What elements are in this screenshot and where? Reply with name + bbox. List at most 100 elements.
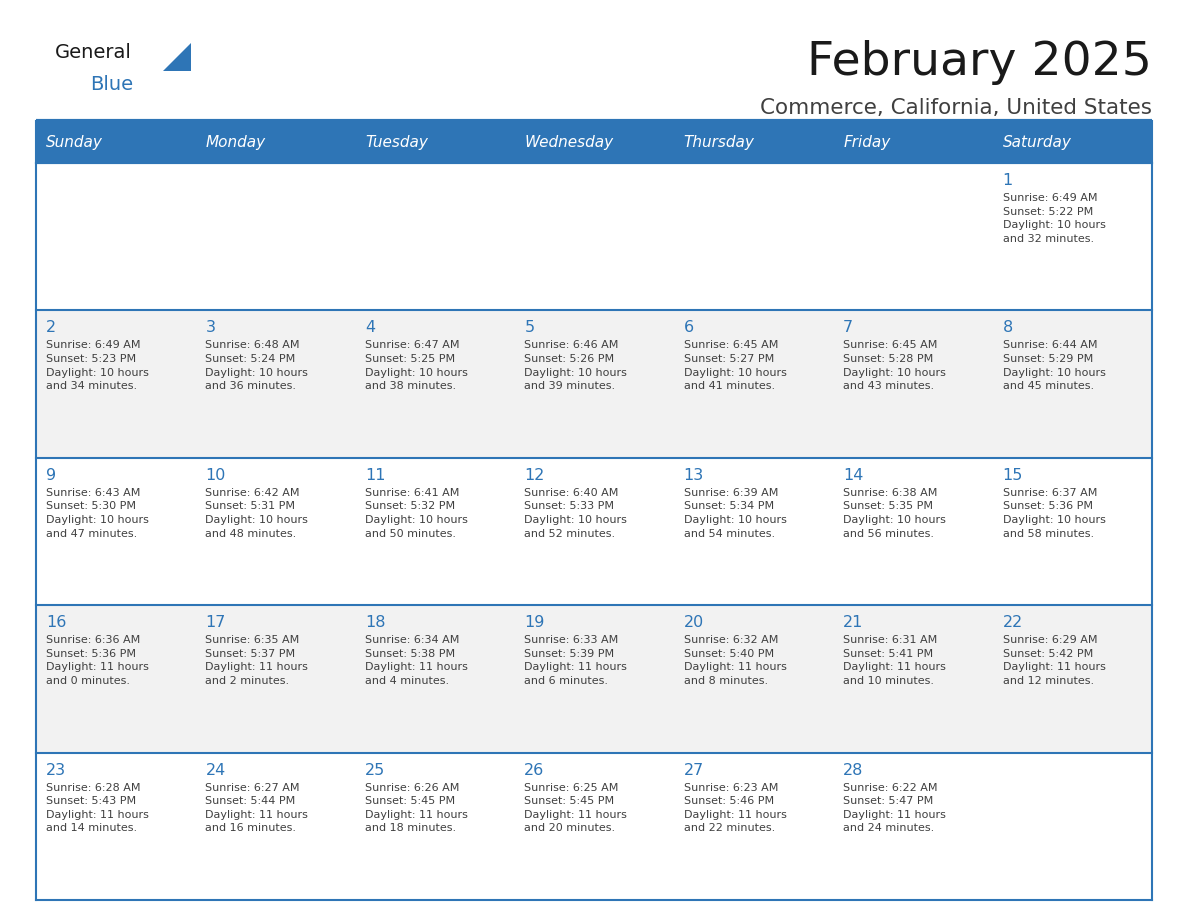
Text: Sunrise: 6:49 AM
Sunset: 5:23 PM
Daylight: 10 hours
and 34 minutes.: Sunrise: 6:49 AM Sunset: 5:23 PM Dayligh… bbox=[46, 341, 148, 391]
Text: Sunday: Sunday bbox=[46, 135, 103, 150]
Text: Sunrise: 6:40 AM
Sunset: 5:33 PM
Daylight: 10 hours
and 52 minutes.: Sunrise: 6:40 AM Sunset: 5:33 PM Dayligh… bbox=[524, 487, 627, 539]
Bar bbox=[36, 121, 196, 163]
Text: Sunrise: 6:43 AM
Sunset: 5:30 PM
Daylight: 10 hours
and 47 minutes.: Sunrise: 6:43 AM Sunset: 5:30 PM Dayligh… bbox=[46, 487, 148, 539]
Bar bbox=[674, 458, 833, 605]
Bar bbox=[36, 753, 196, 900]
Bar bbox=[36, 163, 196, 310]
Bar bbox=[355, 163, 514, 310]
Text: 16: 16 bbox=[46, 615, 67, 630]
Text: Sunrise: 6:23 AM
Sunset: 5:46 PM
Daylight: 11 hours
and 22 minutes.: Sunrise: 6:23 AM Sunset: 5:46 PM Dayligh… bbox=[684, 783, 786, 834]
Text: 6: 6 bbox=[684, 320, 694, 335]
Text: Sunrise: 6:45 AM
Sunset: 5:27 PM
Daylight: 10 hours
and 41 minutes.: Sunrise: 6:45 AM Sunset: 5:27 PM Dayligh… bbox=[684, 341, 786, 391]
Bar bbox=[992, 310, 1152, 458]
Text: 19: 19 bbox=[524, 615, 544, 630]
Text: 4: 4 bbox=[365, 320, 375, 335]
Bar bbox=[36, 458, 196, 605]
Bar bbox=[992, 753, 1152, 900]
Text: Sunrise: 6:46 AM
Sunset: 5:26 PM
Daylight: 10 hours
and 39 minutes.: Sunrise: 6:46 AM Sunset: 5:26 PM Dayligh… bbox=[524, 341, 627, 391]
Text: Sunrise: 6:39 AM
Sunset: 5:34 PM
Daylight: 10 hours
and 54 minutes.: Sunrise: 6:39 AM Sunset: 5:34 PM Dayligh… bbox=[684, 487, 786, 539]
Bar bbox=[674, 121, 833, 163]
Bar bbox=[992, 163, 1152, 310]
Bar bbox=[833, 458, 992, 605]
Bar bbox=[833, 310, 992, 458]
Text: Sunrise: 6:35 AM
Sunset: 5:37 PM
Daylight: 11 hours
and 2 minutes.: Sunrise: 6:35 AM Sunset: 5:37 PM Dayligh… bbox=[206, 635, 309, 686]
Text: 12: 12 bbox=[524, 468, 544, 483]
Text: Sunrise: 6:38 AM
Sunset: 5:35 PM
Daylight: 10 hours
and 56 minutes.: Sunrise: 6:38 AM Sunset: 5:35 PM Dayligh… bbox=[843, 487, 946, 539]
Text: Blue: Blue bbox=[90, 75, 133, 94]
Text: Sunrise: 6:44 AM
Sunset: 5:29 PM
Daylight: 10 hours
and 45 minutes.: Sunrise: 6:44 AM Sunset: 5:29 PM Dayligh… bbox=[1003, 341, 1106, 391]
Bar bbox=[36, 310, 196, 458]
Text: 13: 13 bbox=[684, 468, 704, 483]
Bar bbox=[992, 605, 1152, 753]
Text: Sunrise: 6:25 AM
Sunset: 5:45 PM
Daylight: 11 hours
and 20 minutes.: Sunrise: 6:25 AM Sunset: 5:45 PM Dayligh… bbox=[524, 783, 627, 834]
Text: Sunrise: 6:22 AM
Sunset: 5:47 PM
Daylight: 11 hours
and 24 minutes.: Sunrise: 6:22 AM Sunset: 5:47 PM Dayligh… bbox=[843, 783, 946, 834]
Text: 26: 26 bbox=[524, 763, 544, 778]
Bar bbox=[196, 458, 355, 605]
Text: Sunrise: 6:48 AM
Sunset: 5:24 PM
Daylight: 10 hours
and 36 minutes.: Sunrise: 6:48 AM Sunset: 5:24 PM Dayligh… bbox=[206, 341, 309, 391]
Bar bbox=[992, 458, 1152, 605]
Text: Commerce, California, United States: Commerce, California, United States bbox=[760, 98, 1152, 118]
Text: 23: 23 bbox=[46, 763, 67, 778]
Bar bbox=[514, 163, 674, 310]
Bar bbox=[196, 121, 355, 163]
Bar bbox=[833, 753, 992, 900]
Text: Sunrise: 6:37 AM
Sunset: 5:36 PM
Daylight: 10 hours
and 58 minutes.: Sunrise: 6:37 AM Sunset: 5:36 PM Dayligh… bbox=[1003, 487, 1106, 539]
Bar bbox=[833, 163, 992, 310]
Text: Sunrise: 6:29 AM
Sunset: 5:42 PM
Daylight: 11 hours
and 12 minutes.: Sunrise: 6:29 AM Sunset: 5:42 PM Dayligh… bbox=[1003, 635, 1106, 686]
Text: Sunrise: 6:36 AM
Sunset: 5:36 PM
Daylight: 11 hours
and 0 minutes.: Sunrise: 6:36 AM Sunset: 5:36 PM Dayligh… bbox=[46, 635, 148, 686]
Bar bbox=[355, 605, 514, 753]
Bar bbox=[992, 121, 1152, 163]
Bar bbox=[514, 310, 674, 458]
Bar bbox=[514, 121, 674, 163]
Text: Sunrise: 6:41 AM
Sunset: 5:32 PM
Daylight: 10 hours
and 50 minutes.: Sunrise: 6:41 AM Sunset: 5:32 PM Dayligh… bbox=[365, 487, 468, 539]
Polygon shape bbox=[163, 43, 191, 71]
Text: 9: 9 bbox=[46, 468, 56, 483]
Text: 11: 11 bbox=[365, 468, 385, 483]
Text: 14: 14 bbox=[843, 468, 864, 483]
Text: Monday: Monday bbox=[206, 135, 266, 150]
Text: Sunrise: 6:27 AM
Sunset: 5:44 PM
Daylight: 11 hours
and 16 minutes.: Sunrise: 6:27 AM Sunset: 5:44 PM Dayligh… bbox=[206, 783, 309, 834]
Text: 17: 17 bbox=[206, 615, 226, 630]
Bar bbox=[514, 458, 674, 605]
Text: General: General bbox=[55, 43, 132, 62]
Text: 2: 2 bbox=[46, 320, 56, 335]
Text: 22: 22 bbox=[1003, 615, 1023, 630]
Text: 18: 18 bbox=[365, 615, 385, 630]
Text: February 2025: February 2025 bbox=[807, 40, 1152, 85]
Bar bbox=[514, 753, 674, 900]
Bar bbox=[36, 605, 196, 753]
Bar bbox=[674, 163, 833, 310]
Bar bbox=[196, 753, 355, 900]
Text: Sunrise: 6:49 AM
Sunset: 5:22 PM
Daylight: 10 hours
and 32 minutes.: Sunrise: 6:49 AM Sunset: 5:22 PM Dayligh… bbox=[1003, 193, 1106, 244]
Text: 3: 3 bbox=[206, 320, 215, 335]
Bar bbox=[674, 605, 833, 753]
Bar bbox=[355, 121, 514, 163]
Bar bbox=[514, 605, 674, 753]
Text: Sunrise: 6:26 AM
Sunset: 5:45 PM
Daylight: 11 hours
and 18 minutes.: Sunrise: 6:26 AM Sunset: 5:45 PM Dayligh… bbox=[365, 783, 468, 834]
Text: Sunrise: 6:34 AM
Sunset: 5:38 PM
Daylight: 11 hours
and 4 minutes.: Sunrise: 6:34 AM Sunset: 5:38 PM Dayligh… bbox=[365, 635, 468, 686]
Text: 27: 27 bbox=[684, 763, 704, 778]
Bar bbox=[674, 753, 833, 900]
Bar bbox=[833, 605, 992, 753]
Bar bbox=[355, 753, 514, 900]
Text: 5: 5 bbox=[524, 320, 535, 335]
Text: Wednesday: Wednesday bbox=[524, 135, 613, 150]
Text: 28: 28 bbox=[843, 763, 864, 778]
Text: Sunrise: 6:33 AM
Sunset: 5:39 PM
Daylight: 11 hours
and 6 minutes.: Sunrise: 6:33 AM Sunset: 5:39 PM Dayligh… bbox=[524, 635, 627, 686]
Text: 1: 1 bbox=[1003, 173, 1013, 188]
Bar bbox=[196, 310, 355, 458]
Text: Sunrise: 6:31 AM
Sunset: 5:41 PM
Daylight: 11 hours
and 10 minutes.: Sunrise: 6:31 AM Sunset: 5:41 PM Dayligh… bbox=[843, 635, 946, 686]
Text: 15: 15 bbox=[1003, 468, 1023, 483]
Text: Sunrise: 6:32 AM
Sunset: 5:40 PM
Daylight: 11 hours
and 8 minutes.: Sunrise: 6:32 AM Sunset: 5:40 PM Dayligh… bbox=[684, 635, 786, 686]
Bar bbox=[833, 121, 992, 163]
Text: 8: 8 bbox=[1003, 320, 1013, 335]
Text: 24: 24 bbox=[206, 763, 226, 778]
Text: 25: 25 bbox=[365, 763, 385, 778]
Text: 7: 7 bbox=[843, 320, 853, 335]
Bar bbox=[196, 163, 355, 310]
Bar bbox=[674, 310, 833, 458]
Text: 10: 10 bbox=[206, 468, 226, 483]
Text: 20: 20 bbox=[684, 615, 704, 630]
Bar bbox=[355, 310, 514, 458]
Text: Sunrise: 6:45 AM
Sunset: 5:28 PM
Daylight: 10 hours
and 43 minutes.: Sunrise: 6:45 AM Sunset: 5:28 PM Dayligh… bbox=[843, 341, 946, 391]
